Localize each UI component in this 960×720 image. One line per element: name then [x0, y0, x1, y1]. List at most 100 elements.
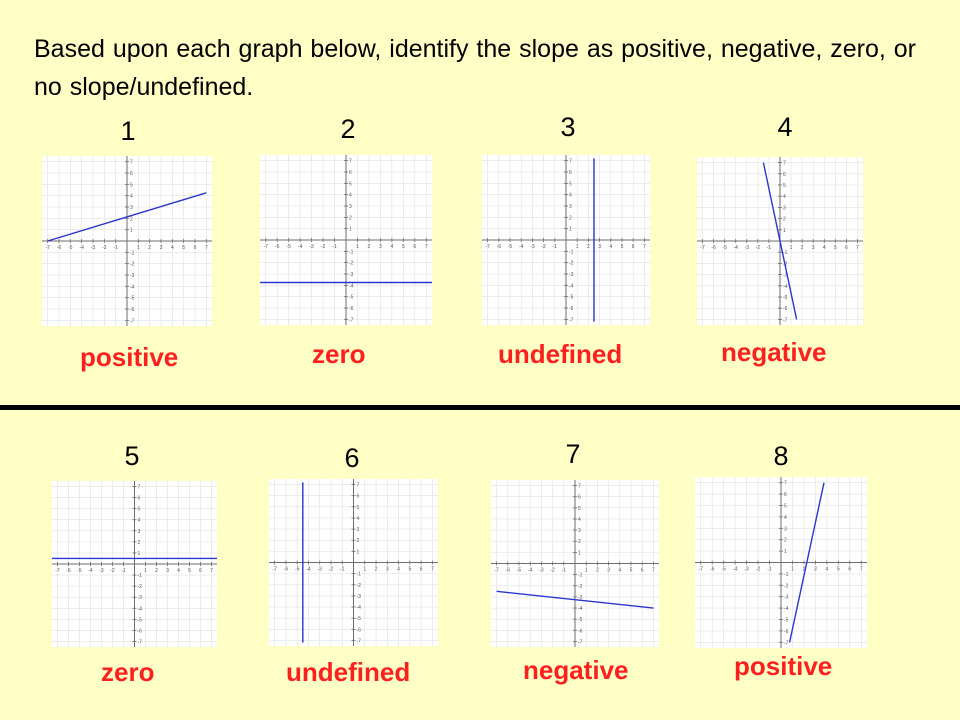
y-tick-label: 1 — [569, 227, 572, 233]
x-tick-label: -5 — [508, 244, 513, 250]
y-tick-label: 3 — [578, 528, 581, 534]
x-tick-label: 6 — [420, 567, 423, 573]
coordinate-plane: -7-7-6-6-5-5-4-4-3-3-2-2-1-1112233445566… — [42, 156, 212, 326]
x-tick-label: 2 — [596, 568, 599, 574]
x-tick-label: 7 — [205, 245, 208, 251]
y-tick-label: 2 — [138, 540, 141, 546]
y-tick-label: 7 — [349, 159, 352, 165]
x-tick-label: 2 — [801, 245, 804, 251]
y-tick-label: 6 — [784, 492, 787, 498]
y-tick-label: 4 — [783, 194, 786, 200]
x-tick-label: -1 — [767, 567, 772, 573]
x-tick-label: 2 — [803, 567, 806, 573]
x-tick-label: 1 — [363, 567, 366, 573]
y-tick-label: -1 — [349, 249, 354, 255]
y-tick-label: 6 — [569, 170, 572, 176]
x-tick-label: -5 — [68, 245, 73, 251]
x-tick-label: -5 — [77, 568, 82, 574]
x-tick-label: -7 — [494, 568, 499, 574]
graph-number-2: 2 — [340, 114, 356, 144]
y-tick-label: -2 — [569, 261, 574, 267]
y-tick-label: 2 — [783, 217, 786, 223]
x-tick-label: -4 — [88, 568, 93, 574]
y-tick-label: 5 — [138, 507, 141, 513]
x-tick-label: 3 — [379, 244, 382, 250]
x-tick-label: -7 — [699, 567, 704, 573]
y-tick-label: -5 — [578, 617, 583, 623]
x-tick-label: -7 — [45, 245, 50, 251]
x-tick-label: 2 — [368, 244, 371, 250]
y-tick-label: -2 — [578, 584, 583, 590]
x-tick-label: 5 — [408, 567, 411, 573]
y-tick-label: -7 — [130, 318, 135, 324]
x-tick-label: -3 — [309, 244, 314, 250]
y-tick-label: -6 — [783, 306, 788, 312]
y-tick-label: -5 — [130, 296, 135, 302]
y-tick-label: 7 — [569, 159, 572, 165]
y-tick-label: -4 — [357, 605, 362, 611]
x-tick-label: -3 — [539, 568, 544, 574]
x-tick-label: 2 — [155, 568, 158, 574]
y-tick-label: 3 — [130, 205, 133, 211]
answer-1: positive — [80, 342, 179, 372]
x-tick-label: -4 — [528, 568, 533, 574]
x-tick-label: -7 — [700, 245, 705, 251]
graph-number-1: 1 — [120, 116, 136, 146]
x-tick-label: -6 — [284, 567, 289, 573]
y-tick-label: 4 — [130, 194, 133, 200]
x-tick-label: 1 — [356, 244, 359, 250]
y-tick-label: -7 — [357, 638, 362, 644]
x-tick-label: 7 — [210, 568, 213, 574]
y-tick-label: 3 — [569, 204, 572, 210]
y-tick-label: 5 — [569, 181, 572, 187]
y-tick-label: 1 — [138, 551, 141, 557]
x-tick-label: -1 — [121, 568, 126, 574]
y-tick-label: -5 — [349, 295, 354, 301]
y-tick-label: -2 — [784, 583, 789, 589]
y-tick-label: -3 — [130, 273, 135, 279]
x-tick-label: 6 — [194, 245, 197, 251]
x-tick-label: 3 — [166, 568, 169, 574]
y-tick-label: -3 — [138, 595, 143, 601]
y-tick-label: 6 — [130, 171, 133, 177]
y-tick-label: 6 — [357, 494, 360, 500]
graph-number-5: 5 — [124, 441, 140, 471]
x-tick-label: -4 — [734, 245, 739, 251]
y-tick-label: 3 — [357, 527, 360, 533]
x-tick-label: -5 — [722, 245, 727, 251]
x-tick-label: 5 — [621, 244, 624, 250]
x-tick-label: 5 — [188, 568, 191, 574]
y-tick-label: 7 — [130, 160, 133, 166]
y-tick-label: 5 — [578, 506, 581, 512]
x-tick-label: -3 — [530, 244, 535, 250]
graph-number-6: 6 — [344, 443, 360, 473]
x-tick-label: 4 — [618, 568, 621, 574]
y-tick-label: 5 — [130, 182, 133, 188]
x-tick-label: -6 — [497, 244, 502, 250]
y-tick-label: -1 — [130, 250, 135, 256]
y-tick-label: -6 — [357, 627, 362, 633]
y-tick-label: 3 — [784, 526, 787, 532]
x-tick-label: 1 — [790, 245, 793, 251]
coordinate-plane: -7-7-6-6-5-5-4-4-3-3-2-2-1-1112233445566… — [269, 479, 438, 646]
y-tick-label: -4 — [130, 284, 135, 290]
y-tick-label: 4 — [578, 517, 581, 523]
y-tick-label: -6 — [138, 628, 143, 634]
x-tick-label: 2 — [375, 567, 378, 573]
x-tick-label: 4 — [177, 568, 180, 574]
x-tick-label: -5 — [517, 568, 522, 574]
graph-number-7: 7 — [565, 439, 581, 469]
y-tick-label: -1 — [578, 573, 583, 579]
x-tick-label: -7 — [55, 568, 60, 574]
x-tick-label: 6 — [845, 245, 848, 251]
x-tick-label: 5 — [402, 244, 405, 250]
y-tick-label: 6 — [349, 170, 352, 176]
y-tick-label: -4 — [138, 606, 143, 612]
x-tick-label: 2 — [148, 245, 151, 251]
graph-3: -7 -7 -6 -6 -5 -5 -4 -4 -3 -3 -2 -2 -1 -1 1 1 2 2 3 3 4 4 5 5 6 6… — [482, 155, 650, 325]
y-tick-label: 6 — [578, 495, 581, 501]
x-tick-label: -1 — [562, 568, 567, 574]
y-tick-label: -1 — [138, 573, 143, 579]
x-tick-label: 1 — [585, 568, 588, 574]
y-tick-label: -6 — [569, 306, 574, 312]
